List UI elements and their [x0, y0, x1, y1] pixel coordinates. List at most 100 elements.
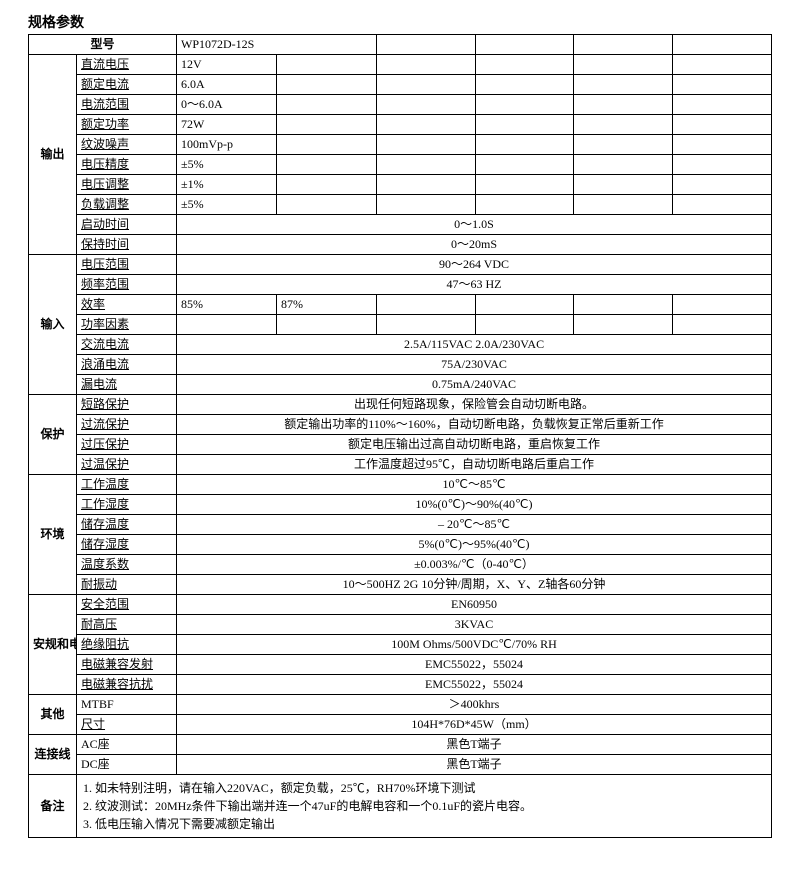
param-value: 0～20mS	[177, 235, 772, 255]
param-value: 90～264 VDC	[177, 255, 772, 275]
param-value: 6.0A	[177, 75, 277, 95]
param-label: 绝缘阻抗	[77, 635, 177, 655]
param-label: 漏电流	[77, 375, 177, 395]
table-row: 保持时间 0～20mS	[29, 235, 772, 255]
param-label: 额定电流	[77, 75, 177, 95]
param-label: 尺寸	[77, 715, 177, 735]
cat-environment: 环境	[29, 475, 77, 595]
param-label: 电磁兼容发射	[77, 655, 177, 675]
table-row: 功率因素	[29, 315, 772, 335]
table-row: 其他 MTBF ＞400khrs	[29, 695, 772, 715]
param-label: 工作温度	[77, 475, 177, 495]
param-label: 负载调整	[77, 195, 177, 215]
param-label: 过流保护	[77, 415, 177, 435]
table-row: 电磁兼容抗扰 EMC55022，55024	[29, 675, 772, 695]
table-row: 型号 WP1072D-12S	[29, 35, 772, 55]
param-value: 5%(0℃)～95%(40℃)	[177, 535, 772, 555]
param-value: 0～1.0S	[177, 215, 772, 235]
table-row: 过流保护 额定输出功率的110%～160%，自动切断电路，负载恢复正常后重新工作	[29, 415, 772, 435]
param-value: EMC55022，55024	[177, 655, 772, 675]
param-label: 额定功率	[77, 115, 177, 135]
param-label: 效率	[77, 295, 177, 315]
table-row: 纹波噪声 100mVp-p	[29, 135, 772, 155]
cat-protection: 保护	[29, 395, 77, 475]
param-label: 频率范围	[77, 275, 177, 295]
param-value: 75A/230VAC	[177, 355, 772, 375]
param-value: 工作温度超过95℃，自动切断电路后重启工作	[177, 455, 772, 475]
param-value: 87%	[277, 295, 377, 315]
table-row: 交流电流 2.5A/115VAC 2.0A/230VAC	[29, 335, 772, 355]
spec-table: 型号 WP1072D-12S 输出 直流电压 12V 额定电流 6.0A 电流范…	[28, 34, 772, 838]
param-value: ±5%	[177, 195, 277, 215]
table-row: 保护 短路保护 出现任何短路现象，保险管会自动切断电路。	[29, 395, 772, 415]
param-label: DC座	[77, 755, 177, 775]
param-value: 0～6.0A	[177, 95, 277, 115]
param-value: 10～500HZ 2G 10分钟/周期，X、Y、Z轴各60分钟	[177, 575, 772, 595]
param-value: EN60950	[177, 595, 772, 615]
table-row: 尺寸 104H*76D*45W（mm）	[29, 715, 772, 735]
param-label: 保持时间	[77, 235, 177, 255]
param-label: 电磁兼容抗扰	[77, 675, 177, 695]
param-label: 安全范围	[77, 595, 177, 615]
table-row: 储存温度 – 20℃～85℃	[29, 515, 772, 535]
param-value: 10℃～85℃	[177, 475, 772, 495]
param-value: 0.75mA/240VAC	[177, 375, 772, 395]
page-title: 规格参数	[28, 12, 772, 32]
param-value: ＞400khrs	[177, 695, 772, 715]
param-value: 72W	[177, 115, 277, 135]
table-row: 耐振动 10～500HZ 2G 10分钟/周期，X、Y、Z轴各60分钟	[29, 575, 772, 595]
param-label: 电压精度	[77, 155, 177, 175]
table-row: 效率 85% 87%	[29, 295, 772, 315]
param-value: 2.5A/115VAC 2.0A/230VAC	[177, 335, 772, 355]
table-row: 启动时间 0～1.0S	[29, 215, 772, 235]
param-label: 储存温度	[77, 515, 177, 535]
param-value: 47～63 HZ	[177, 275, 772, 295]
note-line: 3. 低电压输入情况下需要减额定输出	[83, 815, 765, 833]
table-row: 输出 直流电压 12V	[29, 55, 772, 75]
param-label: 纹波噪声	[77, 135, 177, 155]
model-value: WP1072D-12S	[177, 35, 377, 55]
param-label: 过温保护	[77, 455, 177, 475]
param-label: 电压范围	[77, 255, 177, 275]
table-row: 浪涌电流 75A/230VAC	[29, 355, 772, 375]
param-value: – 20℃～85℃	[177, 515, 772, 535]
param-label: 耐高压	[77, 615, 177, 635]
param-label: 储存湿度	[77, 535, 177, 555]
param-value: EMC55022，55024	[177, 675, 772, 695]
table-row: 温度系数 ±0.003%/℃（0-40℃）	[29, 555, 772, 575]
param-label: 过压保护	[77, 435, 177, 455]
param-value: 100M Ohms/500VDC℃/70% RH	[177, 635, 772, 655]
table-row: 电压调整 ±1%	[29, 175, 772, 195]
param-label: 直流电压	[77, 55, 177, 75]
param-value: ±0.003%/℃（0-40℃）	[177, 555, 772, 575]
table-row: 备注 1. 如未特别注明，请在输入220VAC，额定负载，25℃，RH70%环境…	[29, 775, 772, 838]
param-label: 温度系数	[77, 555, 177, 575]
cat-safety-emc: 安规和电磁兼容	[29, 595, 77, 695]
table-row: 频率范围 47～63 HZ	[29, 275, 772, 295]
param-label: 工作湿度	[77, 495, 177, 515]
table-row: 电压精度 ±5%	[29, 155, 772, 175]
notes-content: 1. 如未特别注明，请在输入220VAC，额定负载，25℃，RH70%环境下测试…	[77, 775, 772, 838]
param-value: 12V	[177, 55, 277, 75]
table-row: 耐高压 3KVAC	[29, 615, 772, 635]
table-row: 负载调整 ±5%	[29, 195, 772, 215]
table-row: 环境 工作温度 10℃～85℃	[29, 475, 772, 495]
table-row: 连接线 AC座 黑色T端子	[29, 735, 772, 755]
table-row: 输入 电压范围 90～264 VDC	[29, 255, 772, 275]
param-value: 100mVp-p	[177, 135, 277, 155]
param-value: 104H*76D*45W（mm）	[177, 715, 772, 735]
param-value: ±5%	[177, 155, 277, 175]
param-value: 10%(0℃)～90%(40℃)	[177, 495, 772, 515]
param-value: 额定输出功率的110%～160%，自动切断电路，负载恢复正常后重新工作	[177, 415, 772, 435]
param-label: 短路保护	[77, 395, 177, 415]
param-label: 功率因素	[77, 315, 177, 335]
cat-output: 输出	[29, 55, 77, 255]
param-label: AC座	[77, 735, 177, 755]
table-row: 过压保护 额定电压输出过高自动切断电路，重启恢复工作	[29, 435, 772, 455]
cat-notes: 备注	[29, 775, 77, 838]
param-label: 浪涌电流	[77, 355, 177, 375]
table-row: 储存湿度 5%(0℃)～95%(40℃)	[29, 535, 772, 555]
table-row: 安规和电磁兼容 安全范围 EN60950	[29, 595, 772, 615]
param-label: 电流范围	[77, 95, 177, 115]
param-value: 黑色T端子	[177, 735, 772, 755]
